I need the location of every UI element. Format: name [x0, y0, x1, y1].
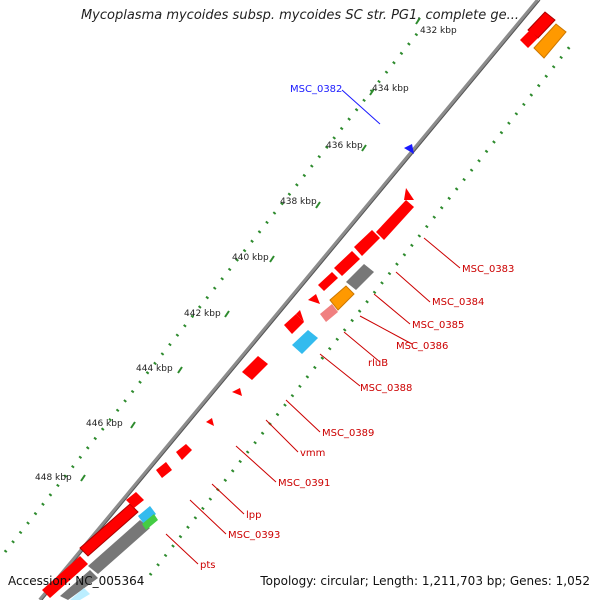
genome-backbone — [38, 0, 540, 600]
gene-label-rlub[interactable]: rluB — [368, 358, 388, 369]
gene-label-vmm[interactable]: vmm — [300, 448, 325, 459]
gene-label-lpp[interactable]: lpp — [246, 510, 261, 521]
inner-dotted-track — [148, 39, 577, 576]
gene-label-pts[interactable]: pts — [200, 560, 215, 571]
scale-label: 446 kbp — [86, 419, 123, 429]
scale-label: 448 kbp — [35, 473, 72, 483]
accession-text: Accession: NC_005364 — [8, 574, 145, 588]
tick-marks — [80, 17, 421, 482]
gene-feature-cyan[interactable] — [292, 330, 318, 354]
gene-label-msc-0382[interactable]: MSC_0382 — [290, 84, 342, 95]
gene-label-msc-0388[interactable]: MSC_0388 — [360, 383, 412, 394]
scale-label: 440 kbp — [232, 253, 269, 263]
gene-feature[interactable] — [520, 11, 556, 48]
gene-feature-gray[interactable] — [346, 264, 374, 290]
gene-feature-blue[interactable] — [404, 144, 414, 154]
gene-feature-orange[interactable] — [329, 285, 355, 311]
leader-lines — [165, 89, 461, 565]
gene-feature[interactable] — [156, 462, 172, 478]
scale-label: 438 kbp — [280, 197, 317, 207]
gene-label-msc-0384[interactable]: MSC_0384 — [432, 297, 484, 308]
gene-feature[interactable] — [284, 310, 304, 334]
gene-label-msc-0383[interactable]: MSC_0383 — [462, 264, 514, 275]
gene-feature-orange[interactable] — [533, 23, 567, 59]
scale-label: 444 kbp — [136, 364, 173, 374]
gene-feature-pink[interactable] — [320, 304, 338, 322]
gene-feature[interactable] — [242, 356, 268, 380]
scale-label: 436 kbp — [326, 141, 363, 151]
scale-label: 434 kbp — [372, 84, 409, 94]
scale-label: 442 kbp — [184, 309, 221, 319]
gene-label-msc-0385[interactable]: MSC_0385 — [412, 320, 464, 331]
gene-feature[interactable] — [176, 444, 192, 460]
gene-label-msc-0389[interactable]: MSC_0389 — [322, 428, 374, 439]
map-title: Mycoplasma mycoides subsp. mycoides SC s… — [80, 8, 520, 23]
gene-label-msc-0386[interactable]: MSC_0386 — [396, 341, 448, 352]
gene-feature[interactable] — [206, 418, 214, 426]
gene-label-msc-0393[interactable]: MSC_0393 — [228, 530, 280, 541]
topology-text: Topology: circular; Length: 1,211,703 bp… — [260, 574, 590, 588]
gene-feature[interactable] — [232, 388, 242, 396]
genome-backbone-highlight — [41, 0, 541, 600]
gene-label-msc-0391[interactable]: MSC_0391 — [278, 478, 330, 489]
scale-label: 432 kbp — [420, 26, 457, 36]
gene-cluster-bottom[interactable] — [42, 492, 158, 600]
gene-cluster[interactable] — [308, 188, 414, 304]
